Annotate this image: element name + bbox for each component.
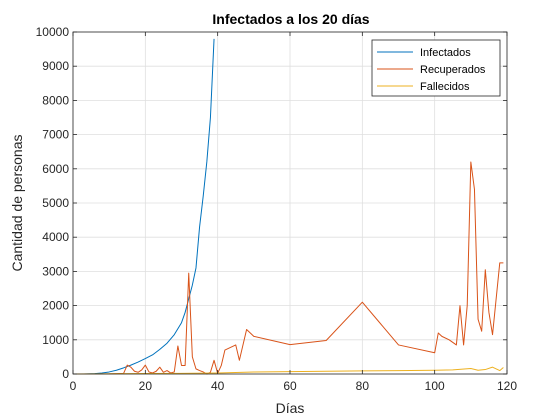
- y-axis-label: Cantidad de personas: [9, 135, 25, 272]
- series-line-infectados: [73, 38, 215, 375]
- series-group: [72, 38, 504, 375]
- y-tick-label: 0: [62, 367, 69, 381]
- x-tick-label: 40: [211, 379, 225, 393]
- y-tick-label: 4000: [42, 230, 69, 244]
- x-axis-ticks: 0 20 40 60 80 100 120: [70, 32, 517, 393]
- x-axis-label: Días: [276, 400, 305, 416]
- y-tick-label: 2000: [42, 299, 69, 313]
- y-tick-label: 6000: [42, 162, 69, 176]
- y-tick-label: 9000: [42, 59, 69, 73]
- x-tick-label: 80: [356, 379, 370, 393]
- series-line-fallecidos: [72, 366, 504, 375]
- y-tick-label: 8000: [42, 93, 69, 107]
- chart-title: Infectados a los 20 días: [212, 11, 369, 27]
- y-tick-label: 7000: [42, 128, 69, 142]
- legend-box: [371, 39, 501, 97]
- legend-label-recuperados: Recuperados: [420, 64, 486, 76]
- x-tick-label: 0: [70, 379, 77, 393]
- y-tick-label: 5000: [42, 196, 69, 210]
- x-tick-label: 100: [425, 379, 445, 393]
- y-tick-label: 3000: [42, 264, 69, 278]
- y-tick-label: 1000: [42, 333, 69, 347]
- legend: Infectados Recuperados Fallecidos: [371, 39, 501, 97]
- y-tick-label: 10000: [36, 25, 70, 39]
- legend-label-fallecidos: Fallecidos: [420, 81, 470, 93]
- legend-label-infectados: Infectados: [420, 47, 471, 59]
- x-tick-label: 120: [497, 379, 517, 393]
- y-axis-ticks: 0 1000 2000 3000 4000 5000 6000 7000 8000 9000 100…: [36, 25, 507, 381]
- x-tick-label: 60: [283, 379, 297, 393]
- x-tick-label: 20: [139, 379, 153, 393]
- series-line-recuperados: [72, 161, 504, 375]
